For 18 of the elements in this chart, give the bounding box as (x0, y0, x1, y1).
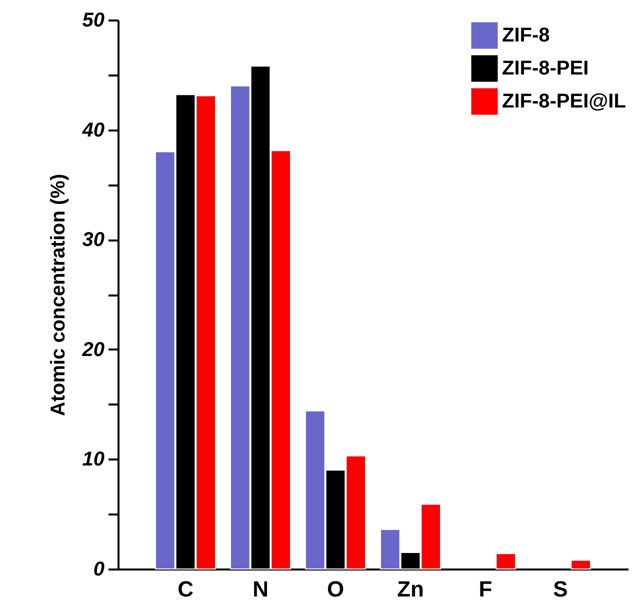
legend-label: ZIF-8-PEI@IL (502, 90, 626, 112)
x-tick-label: O (326, 576, 344, 602)
y-tick-label: 0 (93, 558, 104, 580)
legend-label: ZIF-8 (502, 24, 550, 46)
x-tick-label: C (178, 576, 194, 602)
y-tick-label: 10 (82, 448, 104, 471)
y-tick-label: 20 (81, 338, 104, 361)
y-tick-label: 40 (81, 119, 104, 142)
y-tick-label: 30 (82, 229, 104, 252)
bar (570, 560, 591, 570)
x-tick-label: Zn (397, 576, 424, 602)
x-tick-label: S (553, 576, 568, 602)
y-tick-label: 50 (82, 10, 104, 32)
bar (496, 553, 516, 570)
y-axis-title: Atomic concentration (%) (47, 174, 70, 416)
legend-label: ZIF-8-PEI (502, 58, 589, 80)
x-tick-label: F (478, 576, 492, 602)
x-tick-label: N (252, 576, 268, 602)
